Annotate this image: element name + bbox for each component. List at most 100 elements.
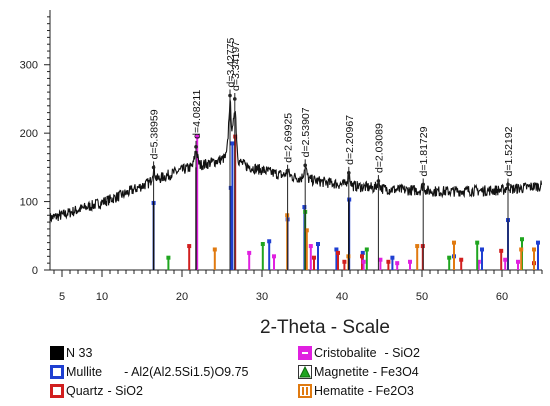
reference-marker (503, 257, 508, 262)
diffraction-pattern (49, 99, 543, 224)
reference-marker (212, 247, 217, 252)
y-tick-label: 0 (32, 265, 38, 277)
peak-d-label: d=2.69925 (283, 113, 295, 163)
x-tick-label: 20 (176, 291, 188, 303)
pattern-line (49, 99, 543, 224)
reference-marker (360, 254, 364, 259)
reference-marker (459, 257, 464, 262)
x-tick-label: 5 (59, 291, 65, 303)
peak-d-label: d=1.81729 (418, 126, 430, 176)
peak-marker (347, 171, 351, 175)
legend-formula: - Fe3O4 (372, 365, 419, 379)
pattern-swatch-icon (50, 346, 64, 360)
peak-d-label: d=3.42775 (225, 37, 237, 87)
legend: N 33 Mullite - Al2(Al2.5Si1.5)O9.75 Quar… (0, 340, 550, 406)
reference-marker (447, 255, 452, 260)
reference-marker (390, 255, 395, 260)
y-tick-label: 100 (20, 197, 38, 209)
reference-marker (342, 259, 347, 264)
x-axis-title: 2-Theta - Scale (260, 317, 390, 338)
filled-square-icon (298, 346, 312, 360)
y-tick-label: 200 (20, 128, 38, 140)
reference-marker (499, 248, 504, 253)
triangle-icon (298, 365, 312, 379)
legend-item-magnetite: Magnetite - Fe3O4 (298, 363, 419, 381)
x-tick-label: 40 (336, 291, 348, 303)
reference-marker (536, 240, 540, 245)
reference-marker (316, 242, 320, 246)
peak-d-label: d=2.53907 (300, 107, 312, 157)
reference-marker (267, 239, 272, 244)
peak-marker (233, 97, 237, 101)
peak-marker (303, 163, 308, 168)
legend-label: Quartz (66, 384, 104, 398)
reference-marker (308, 244, 313, 249)
x-tick-label: 10 (96, 291, 108, 303)
reference-marker (364, 247, 369, 252)
reference-marker (312, 255, 316, 260)
reference-marker (520, 237, 524, 242)
legend-label: Magnetite (314, 365, 369, 379)
peak-d-label: d=5.38959 (149, 109, 161, 159)
reference-marker (475, 240, 480, 245)
reference-marker (247, 250, 252, 255)
legend-item-quartz: Quartz - SiO2 (50, 382, 143, 400)
reference-marker (480, 247, 484, 252)
peak-marker (506, 182, 510, 187)
reference-marker (378, 257, 383, 262)
legend-label: Cristobalite (314, 346, 377, 360)
peak-marker (151, 165, 156, 170)
peak-marker (421, 182, 426, 187)
peak-marker (285, 168, 290, 173)
legend-item-hematite: Hematite - Fe2O3 (298, 382, 414, 400)
x-tick-label: 60 (496, 291, 508, 303)
reference-marker (260, 242, 265, 246)
reference-marker (415, 244, 420, 249)
reference-marker (395, 261, 400, 266)
reference-marker (230, 141, 235, 146)
square-outline-icon (50, 384, 64, 398)
reference-marker (476, 259, 481, 264)
reference-marker (187, 244, 192, 249)
reference-marker (532, 247, 536, 252)
reference-marker (272, 254, 276, 259)
square-outline-icon (50, 365, 64, 379)
reference-marker (336, 250, 340, 255)
peak-d-label: d=1.52192 (503, 126, 515, 176)
legend-formula: - Al2(Al2.5Si1.5)O9.75 (124, 365, 249, 379)
legend-formula: - Fe2O3 (368, 384, 414, 398)
x-tick-label: 30 (256, 291, 268, 303)
peak-d-label: d=2.03089 (373, 123, 385, 173)
peak-d-label: d=2.20967 (344, 115, 356, 165)
legend-label: N 33 (66, 346, 93, 360)
reference-marker (516, 259, 520, 264)
x-tick-label: 50 (416, 291, 428, 303)
reference-marker (408, 259, 412, 264)
reference-marker (166, 255, 171, 260)
reference-marker (195, 134, 200, 139)
y-tick-label: 300 (20, 60, 38, 72)
reference-marker (519, 247, 524, 252)
legend-label: Mullite (66, 365, 103, 379)
reference-marker (452, 240, 456, 245)
legend-item-n33: N 33 (50, 344, 92, 362)
reference-marker (334, 247, 339, 252)
vertical-bars-icon (298, 384, 312, 398)
legend-formula: - SiO2 (107, 384, 143, 398)
reference-marker (361, 259, 366, 264)
legend-item-mullite: Mullite - Al2(Al2.5Si1.5)O9.75 (50, 363, 249, 381)
axes: 0 100 200 300 5 10 20 30 40 50 60 (20, 10, 543, 303)
peak-marker (194, 145, 198, 149)
reference-marker (228, 185, 233, 190)
reference-marker (302, 205, 307, 210)
peak-d-label: d=4.08211 (191, 90, 203, 139)
reference-marker (386, 259, 391, 264)
legend-formula: - SiO2 (384, 346, 420, 360)
peak-d-label: d=3.34197 (230, 41, 242, 91)
peak-marker (228, 93, 232, 98)
reference-marker (304, 228, 309, 233)
reference-marker (360, 250, 365, 255)
legend-item-cristobalite: Cristobalite - SiO2 (298, 344, 420, 362)
legend-label: Hematite (314, 384, 365, 398)
